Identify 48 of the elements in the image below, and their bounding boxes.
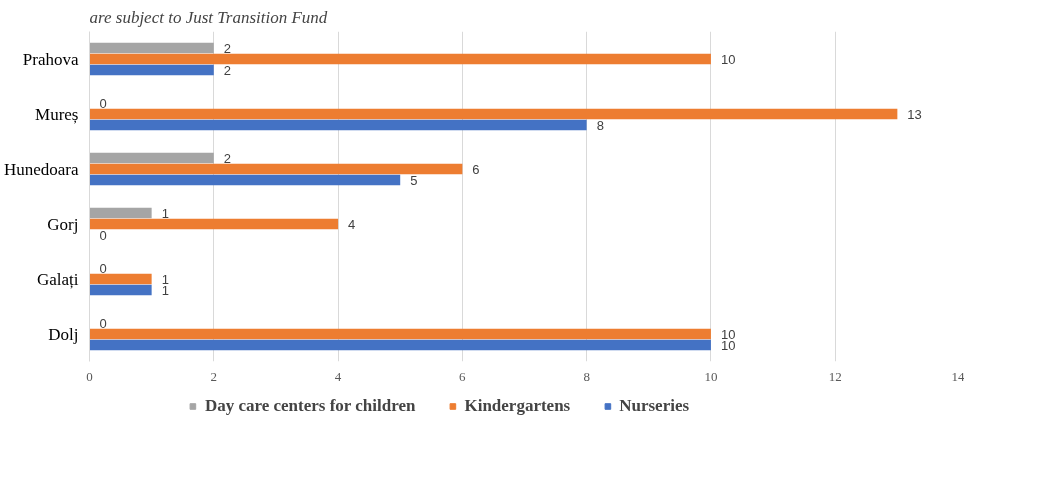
bar	[89, 119, 587, 131]
bar	[89, 64, 214, 76]
x-tick-label: 0	[86, 368, 93, 384]
bar	[89, 42, 214, 54]
data-label: 0	[99, 260, 107, 276]
x-tick-label: 10	[704, 368, 718, 384]
legend-label: Nurseries	[619, 396, 690, 416]
chart-title: are subject to Just Transition Fund	[89, 7, 328, 27]
data-label: 0	[99, 95, 107, 111]
data-label: 0	[99, 315, 107, 331]
data-label: 4	[348, 216, 356, 232]
bar	[89, 273, 152, 285]
data-label: 10	[720, 51, 736, 67]
bar	[89, 152, 214, 164]
bar	[89, 163, 463, 175]
x-tick-label: 4	[334, 368, 342, 384]
x-tick-label: 8	[583, 368, 590, 384]
data-label: 5	[410, 172, 418, 188]
data-label: 0	[99, 227, 107, 243]
bar	[89, 339, 711, 351]
bar	[89, 284, 152, 296]
y-tick-label: Hunedoara	[3, 159, 79, 179]
bar	[89, 53, 711, 65]
bar	[89, 328, 711, 340]
data-label: 2	[223, 40, 232, 56]
y-tick-label: Mureș	[35, 104, 79, 124]
x-tick-label: 12	[828, 368, 842, 384]
x-tick-label: 2	[210, 368, 218, 384]
y-tick-label: Dolj	[48, 324, 79, 344]
y-tick-label: Galați	[36, 269, 79, 289]
x-tick-label: 14	[951, 368, 965, 384]
bar	[89, 108, 898, 120]
data-label: 2	[223, 150, 232, 166]
bar	[89, 218, 339, 230]
bar	[89, 207, 152, 219]
data-label: 8	[596, 117, 604, 133]
y-tick-label: Prahova	[22, 49, 79, 69]
data-label: 1	[161, 205, 169, 221]
data-label: 13	[907, 106, 922, 122]
data-label: 10	[720, 326, 736, 342]
x-tick-label: 6	[459, 368, 467, 384]
data-label: 6	[472, 161, 480, 177]
data-label: 1	[161, 271, 169, 287]
legend-label: Kindergartens	[464, 396, 571, 416]
data-label: 2	[223, 62, 232, 78]
legend-label: Day care centers for children	[204, 396, 416, 416]
y-tick-label: Gorj	[47, 214, 79, 234]
bar	[89, 174, 401, 186]
